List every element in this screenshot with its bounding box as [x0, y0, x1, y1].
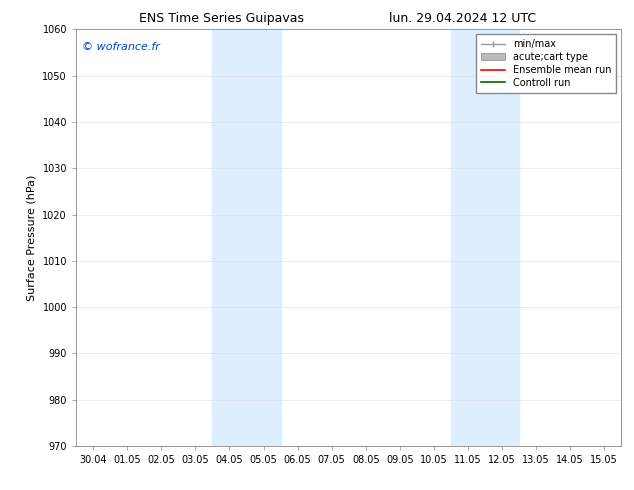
Text: lun. 29.04.2024 12 UTC: lun. 29.04.2024 12 UTC — [389, 12, 536, 25]
Text: © wofrance.fr: © wofrance.fr — [82, 42, 159, 52]
Bar — [212, 29, 280, 446]
Bar — [451, 29, 519, 446]
Text: ENS Time Series Guipavas: ENS Time Series Guipavas — [139, 12, 304, 25]
Y-axis label: Surface Pressure (hPa): Surface Pressure (hPa) — [27, 174, 37, 301]
Legend: min/max, acute;cart type, Ensemble mean run, Controll run: min/max, acute;cart type, Ensemble mean … — [476, 34, 616, 93]
